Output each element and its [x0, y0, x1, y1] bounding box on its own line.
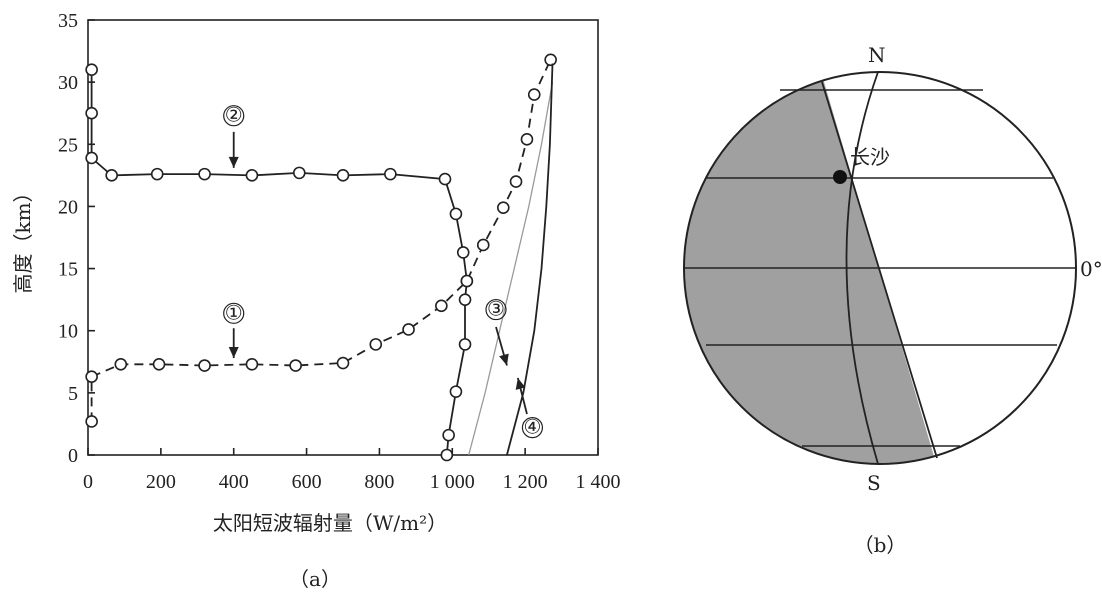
series-line-3: [468, 81, 554, 456]
series-label-circle: [485, 298, 507, 321]
data-point: [85, 151, 98, 165]
data-point: [369, 338, 383, 351]
series-label: ③: [487, 297, 505, 321]
y-tick-label: 10: [58, 321, 78, 343]
data-point: [476, 238, 490, 252]
y-tick-label: 25: [58, 134, 78, 156]
arrow-head: [515, 377, 526, 390]
data-point: [85, 106, 98, 120]
x-tick-label: 1 200: [503, 471, 548, 493]
data-point: [440, 448, 454, 462]
equator-label: 0°: [1080, 257, 1102, 281]
data-point: [509, 175, 523, 188]
panel-label-b: （b）: [854, 533, 907, 557]
x-tick-label: 200: [146, 471, 176, 493]
data-point: [544, 53, 557, 67]
terminator-line: [821, 81, 938, 459]
series-label-circle: [223, 302, 245, 324]
y-tick-label: 0: [68, 445, 78, 467]
x-tick-label: 400: [219, 471, 249, 493]
series-label: ④: [523, 415, 541, 439]
data-point: [152, 357, 166, 371]
plot-frame: [87, 19, 599, 456]
series-label: ②: [225, 103, 243, 127]
data-point: [114, 357, 128, 371]
series-label-circle: [223, 105, 245, 127]
data-point: [150, 167, 164, 181]
data-point: [435, 299, 448, 313]
series-line-1: [90, 59, 552, 422]
data-point: [85, 415, 98, 428]
data-point: [245, 169, 259, 182]
y-tick-label: 35: [58, 10, 78, 32]
data-point: [336, 169, 350, 182]
y-tick-label: 20: [58, 196, 78, 218]
x-tick-label: 0: [83, 471, 93, 493]
series-label: ①: [225, 300, 243, 324]
data-point: [402, 323, 415, 336]
x-tick-label: 1 400: [576, 471, 621, 493]
data-point: [85, 370, 98, 384]
changsha-label: 长沙: [850, 145, 890, 169]
x-tick-label: 1 000: [430, 471, 475, 493]
meridian-line: [845, 71, 879, 465]
latitude-lines: [684, 89, 1076, 447]
data-point: [449, 385, 463, 398]
y-tick-label: 5: [68, 383, 78, 405]
arrow-head: [228, 156, 239, 168]
earth-outline: [683, 71, 1077, 465]
data-point: [460, 274, 474, 288]
changsha-dot: [833, 170, 847, 184]
data-point: [384, 167, 397, 181]
data-point: [289, 359, 302, 372]
y-axis-label: 高度（km）: [11, 182, 35, 293]
data-point: [527, 88, 541, 101]
north-label: N: [868, 43, 886, 67]
panel-label-a: （a）: [289, 567, 341, 591]
data-point: [336, 356, 350, 370]
x-tick-label: 600: [292, 471, 322, 493]
arrow-head: [499, 353, 509, 366]
data-point: [85, 63, 98, 77]
data-point: [458, 293, 472, 306]
y-tick-label: 30: [58, 72, 78, 94]
data-point: [496, 201, 510, 214]
data-point: [105, 169, 118, 182]
series-label-circle: [521, 417, 544, 439]
series-line-4: [506, 63, 554, 456]
data-point: [198, 359, 211, 372]
x-tick-label: 800: [364, 471, 394, 493]
chart-a: 0 5 10 15 20 25 30 35 0 200 400 600 800 1 000 1 200 1 4…: [11, 10, 621, 591]
data-point: [292, 166, 306, 180]
data-point: [438, 172, 452, 186]
night-area: [684, 72, 938, 464]
plot-layer: 0 5 10 15 20 25 30 35 0 200 400 600 800 1 000 1 200 1 4…: [58, 10, 621, 493]
data-point: [520, 133, 534, 146]
data-point: [458, 338, 472, 351]
x-axis-label: 太阳短波辐射量（W/m²）: [213, 511, 447, 535]
arrow-head: [228, 347, 239, 359]
data-point: [245, 357, 259, 371]
data-point: [449, 207, 463, 221]
data-point: [198, 167, 211, 181]
data-point: [442, 428, 455, 442]
y-tick-label: 15: [58, 259, 78, 281]
south-label: S: [867, 471, 881, 495]
data-point: [456, 246, 470, 259]
